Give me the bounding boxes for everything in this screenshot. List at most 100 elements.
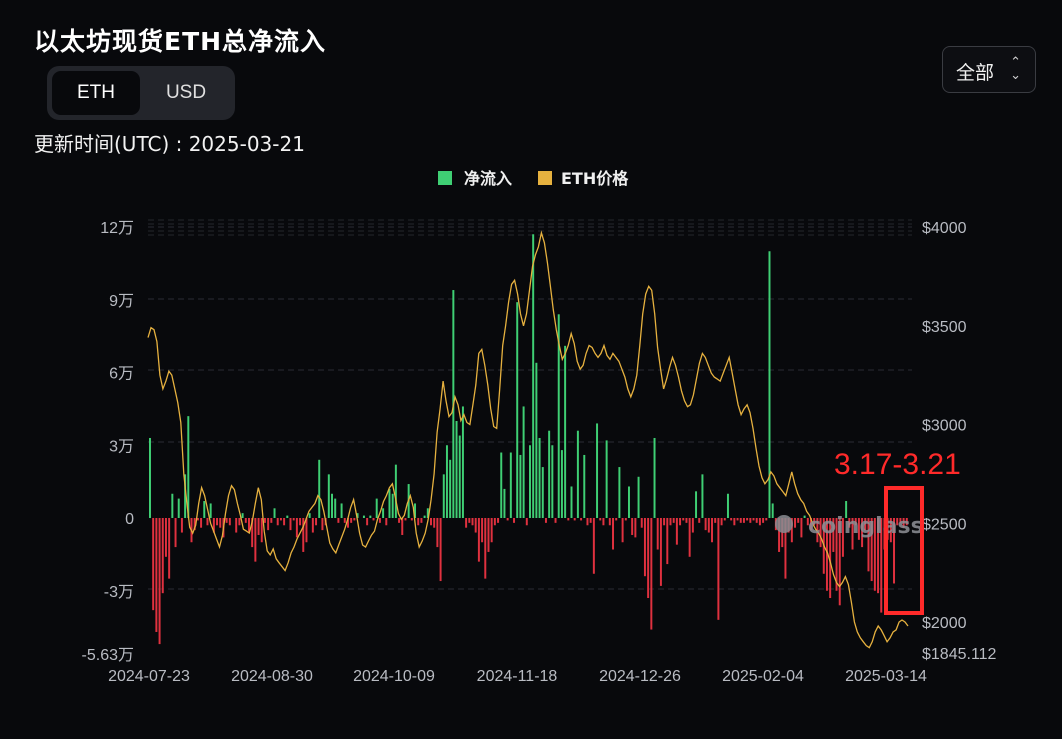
inflow-bar[interactable] (672, 518, 675, 523)
inflow-bar[interactable] (707, 518, 710, 533)
inflow-bar[interactable] (481, 518, 484, 543)
inflow-bar[interactable] (299, 518, 302, 526)
inflow-bar[interactable] (659, 518, 662, 586)
inflow-bar[interactable] (790, 518, 793, 543)
inflow-bar[interactable] (596, 423, 599, 518)
inflow-bar[interactable] (880, 518, 883, 613)
inflow-bar[interactable] (643, 518, 646, 577)
inflow-bar[interactable] (551, 445, 554, 518)
inflow-bar[interactable] (276, 518, 279, 526)
inflow-bar[interactable] (302, 518, 305, 552)
inflow-bar[interactable] (442, 474, 445, 518)
inflow-bar[interactable] (647, 518, 650, 599)
inflow-bar[interactable] (468, 518, 471, 523)
inflow-bar[interactable] (653, 437, 656, 518)
inflow-bar[interactable] (164, 518, 167, 557)
inflow-bar[interactable] (701, 474, 704, 518)
inflow-bar[interactable] (487, 518, 490, 552)
inflow-bar[interactable] (778, 518, 781, 552)
inflow-bar[interactable] (193, 518, 196, 531)
inflow-bar[interactable] (209, 503, 212, 518)
inflow-bar[interactable] (554, 518, 557, 523)
inflow-bar[interactable] (627, 486, 630, 518)
inflow-bar[interactable] (794, 518, 797, 528)
inflow-bar[interactable] (500, 452, 503, 518)
inflow-bar[interactable] (605, 440, 608, 518)
inflow-bar[interactable] (388, 488, 391, 518)
inflow-bar[interactable] (343, 518, 346, 523)
inflow-bar[interactable] (382, 508, 385, 518)
inflow-bar[interactable] (509, 452, 512, 518)
inflow-bar[interactable] (861, 518, 864, 548)
inflow-bar[interactable] (484, 518, 487, 579)
inflow-bar[interactable] (228, 518, 231, 526)
inflow-bar[interactable] (810, 518, 812, 531)
inflow-bar[interactable] (426, 508, 429, 518)
inflow-bar[interactable] (723, 518, 726, 521)
inflow-bar[interactable] (334, 498, 337, 518)
inflow-bar[interactable] (247, 518, 250, 533)
inflow-bar[interactable] (187, 416, 190, 518)
inflow-bar[interactable] (873, 518, 876, 591)
inflow-bar[interactable] (580, 518, 583, 521)
inflow-bar[interactable] (525, 518, 528, 526)
inflow-bar[interactable] (829, 518, 832, 599)
inflow-bar[interactable] (404, 518, 407, 521)
inflow-bar[interactable] (854, 518, 857, 526)
inflow-bar[interactable] (200, 518, 203, 528)
inflow-bar[interactable] (152, 518, 155, 611)
inflow-bar[interactable] (366, 518, 369, 526)
inflow-bar[interactable] (212, 518, 215, 533)
inflow-bar[interactable] (257, 518, 260, 535)
inflow-bar[interactable] (784, 518, 787, 579)
inflow-bar[interactable] (835, 518, 838, 591)
inflow-bar[interactable] (704, 518, 707, 531)
inflow-bar[interactable] (372, 518, 375, 521)
inflow-bar[interactable] (749, 518, 752, 523)
inflow-bar[interactable] (385, 518, 388, 526)
inflow-bar[interactable] (394, 464, 397, 518)
inflow-bar[interactable] (184, 474, 187, 518)
inflow-bar[interactable] (417, 518, 420, 526)
inflow-bar[interactable] (803, 515, 806, 518)
inflow-bar[interactable] (356, 513, 359, 518)
inflow-bar[interactable] (155, 518, 158, 632)
inflow-bar[interactable] (730, 518, 733, 521)
inflow-bar[interactable] (902, 518, 905, 528)
inflow-bar[interactable] (717, 518, 720, 620)
inflow-bar[interactable] (711, 518, 713, 543)
inflow-bar[interactable] (267, 518, 270, 531)
inflow-bar[interactable] (308, 513, 311, 518)
inflow-bar[interactable] (800, 518, 803, 538)
inflow-bar[interactable] (251, 518, 254, 548)
inflow-bar[interactable] (362, 515, 365, 518)
inflow-bar[interactable] (726, 493, 729, 518)
inflow-bar[interactable] (573, 518, 576, 521)
inflow-bar[interactable] (260, 518, 263, 543)
inflow-bar[interactable] (506, 518, 509, 521)
inflow-bar[interactable] (663, 518, 666, 526)
inflow-bar[interactable] (570, 486, 573, 518)
inflow-bar[interactable] (544, 518, 547, 523)
inflow-bar[interactable] (375, 498, 378, 518)
inflow-bar[interactable] (695, 491, 698, 518)
inflow-bar[interactable] (203, 501, 206, 518)
inflow-bar[interactable] (529, 445, 531, 518)
inflow-bar[interactable] (762, 518, 765, 523)
inflow-bar[interactable] (321, 518, 324, 531)
inflow-bar[interactable] (825, 518, 828, 591)
inflow-bar[interactable] (244, 518, 247, 523)
inflow-bar[interactable] (851, 518, 854, 550)
inflow-bar[interactable] (576, 430, 579, 518)
inflow-bar[interactable] (286, 515, 289, 518)
inflow-bar[interactable] (471, 518, 474, 526)
inflow-bar[interactable] (557, 314, 560, 518)
inflow-bar[interactable] (436, 518, 439, 548)
inflow-bar[interactable] (465, 518, 468, 528)
inflow-bar[interactable] (538, 437, 541, 518)
inflow-bar[interactable] (615, 518, 618, 521)
inflow-bar[interactable] (490, 518, 493, 543)
inflow-bar[interactable] (455, 421, 458, 518)
inflow-bar[interactable] (564, 345, 567, 518)
inflow-bar[interactable] (516, 302, 519, 518)
